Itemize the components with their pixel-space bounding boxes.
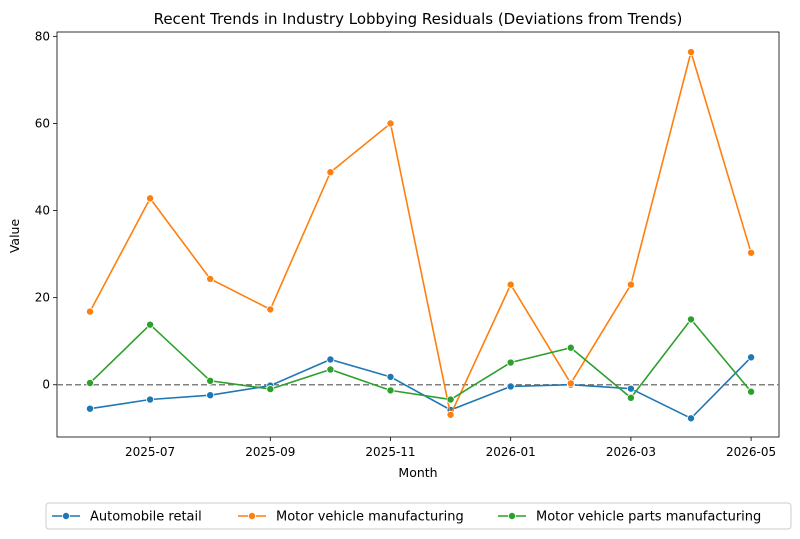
data-point bbox=[206, 376, 215, 385]
data-point bbox=[326, 355, 335, 364]
legend-box bbox=[45, 502, 792, 530]
data-point bbox=[626, 393, 635, 402]
chart-title: Recent Trends in Industry Lobbying Resid… bbox=[154, 10, 683, 28]
x-tick-label: 2025-09 bbox=[245, 445, 295, 459]
y-tick-label: 0 bbox=[42, 378, 50, 392]
data-point bbox=[266, 385, 275, 394]
legend-entry-label: Motor vehicle manufacturing bbox=[276, 510, 464, 525]
data-point bbox=[86, 404, 95, 413]
data-point bbox=[86, 378, 95, 387]
data-point bbox=[446, 395, 455, 404]
data-point bbox=[206, 391, 215, 400]
x-axis-label: Month bbox=[398, 465, 437, 480]
legend-entry-label: Motor vehicle parts manufacturing bbox=[536, 510, 761, 525]
data-point bbox=[506, 358, 515, 367]
y-tick-label: 60 bbox=[35, 116, 50, 130]
data-point bbox=[386, 119, 395, 128]
data-point bbox=[326, 365, 335, 374]
data-point bbox=[206, 274, 215, 283]
series-line bbox=[89, 318, 752, 401]
data-point bbox=[146, 320, 155, 329]
data-point bbox=[687, 48, 696, 57]
data-point bbox=[747, 248, 756, 257]
x-tick-label: 2025-11 bbox=[365, 445, 415, 459]
data-point bbox=[687, 315, 696, 324]
series-line bbox=[89, 49, 752, 418]
x-tick-label: 2025-07 bbox=[125, 445, 175, 459]
data-point bbox=[566, 379, 575, 388]
legend-entry-label: Automobile retail bbox=[90, 510, 202, 525]
legend-swatch-marker bbox=[62, 512, 71, 521]
x-tick-label: 2026-03 bbox=[606, 445, 656, 459]
data-point bbox=[146, 194, 155, 203]
legend: Automobile retail Motor vehicle manufactu… bbox=[45, 502, 792, 530]
data-point bbox=[386, 372, 395, 381]
data-point bbox=[266, 305, 275, 314]
y-tick-label: 40 bbox=[35, 204, 50, 218]
series-2 bbox=[86, 48, 756, 419]
legend-swatch-marker bbox=[247, 512, 256, 521]
data-point bbox=[747, 353, 756, 362]
data-point bbox=[626, 384, 635, 393]
data-point bbox=[446, 410, 455, 419]
data-point bbox=[386, 386, 395, 395]
series-line bbox=[89, 356, 752, 420]
y-tick-label: 80 bbox=[35, 29, 50, 43]
data-point bbox=[626, 280, 635, 289]
y-tick-label: 20 bbox=[35, 291, 50, 305]
data-point bbox=[506, 280, 515, 289]
data-point bbox=[566, 343, 575, 352]
series-3 bbox=[86, 315, 756, 404]
data-point bbox=[506, 382, 515, 391]
plot-frame bbox=[56, 31, 780, 438]
x-tick-label: 2026-01 bbox=[486, 445, 536, 459]
data-point bbox=[326, 168, 335, 177]
legend-swatch-marker bbox=[507, 512, 516, 521]
data-point bbox=[747, 387, 756, 396]
data-point bbox=[86, 307, 95, 316]
plot-area: 0 20 40 60 80 2025-07 2025-09 2025-11 2026-01 202… bbox=[35, 29, 780, 459]
data-point bbox=[687, 414, 696, 423]
series-1 bbox=[86, 353, 756, 423]
data-point bbox=[146, 395, 155, 404]
y-axis-label: Value bbox=[7, 219, 22, 254]
x-tick-label: 2026-05 bbox=[726, 445, 776, 459]
